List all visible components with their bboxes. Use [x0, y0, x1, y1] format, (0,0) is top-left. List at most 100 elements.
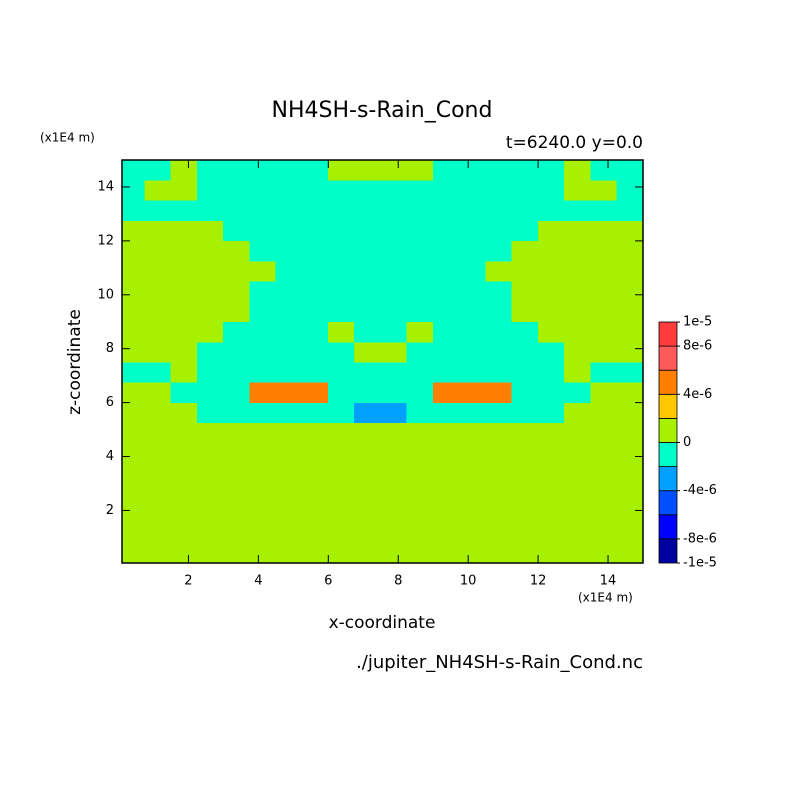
field-cell — [170, 260, 198, 282]
field — [122, 160, 643, 563]
field-cell — [537, 301, 565, 323]
field-cell — [249, 200, 277, 221]
field-cell — [144, 281, 172, 302]
field-cell — [196, 341, 224, 363]
field-cell — [354, 402, 382, 424]
field-cell — [249, 523, 277, 545]
field-cell — [170, 483, 198, 504]
x-tick-label: 10 — [460, 574, 477, 589]
field-cell — [223, 483, 250, 504]
field-cell — [616, 543, 643, 563]
field-cell — [459, 260, 486, 282]
field-cell — [275, 442, 303, 464]
field-cell — [354, 523, 382, 545]
colorbar-tick-label: 0 — [683, 435, 691, 450]
field-cell — [485, 543, 513, 563]
field-cell — [459, 543, 486, 563]
field-cell — [328, 422, 355, 444]
chart-subtitle: t=6240.0 y=0.0 — [506, 133, 643, 153]
y-tick-label: 12 — [97, 233, 114, 248]
field-cell — [564, 240, 591, 262]
field-cell — [511, 483, 539, 504]
field-cell — [590, 179, 618, 201]
field-cell — [485, 260, 513, 282]
field-cell — [144, 422, 172, 444]
field-cell — [406, 301, 434, 323]
field-cell — [432, 240, 460, 262]
field-cell — [380, 179, 408, 201]
field-cell — [537, 240, 565, 262]
field-cell — [328, 543, 355, 563]
field-cell — [380, 503, 408, 525]
field-cell — [590, 402, 618, 424]
field-cell — [196, 462, 224, 484]
y-tick-label: 2 — [106, 503, 114, 518]
field-cell — [616, 483, 643, 504]
field-cell — [223, 321, 250, 343]
field-cell — [170, 200, 198, 221]
field-cell — [432, 442, 460, 464]
field-cell — [432, 503, 460, 525]
field-cell — [122, 281, 146, 302]
field-cell — [196, 503, 224, 525]
field-cell — [432, 281, 460, 302]
field-cell — [616, 361, 643, 383]
field-cell — [380, 462, 408, 484]
field-cell — [196, 301, 224, 323]
colorbar-tick-label: 4e-6 — [683, 387, 712, 402]
field-cell — [249, 442, 277, 464]
chart-title: NH4SH-s-Rain_Cond — [272, 98, 493, 123]
field-cell — [511, 321, 539, 343]
field-cell — [122, 402, 146, 424]
field-cell — [354, 361, 382, 383]
field-cell — [170, 543, 198, 563]
field-cell — [432, 422, 460, 444]
field-cell — [328, 220, 355, 242]
field-cell — [122, 382, 146, 403]
field-cell — [590, 321, 618, 343]
field-cell — [223, 281, 250, 302]
field-cell — [537, 382, 565, 403]
field-cell — [564, 220, 591, 242]
field-cell — [564, 543, 591, 563]
field-cell — [406, 543, 434, 563]
field-cell — [380, 281, 408, 302]
field-cell — [275, 260, 303, 282]
field-cell — [537, 361, 565, 383]
field-cell — [406, 160, 434, 181]
field-cell — [616, 220, 643, 242]
field-cell — [170, 503, 198, 525]
field-cell — [275, 361, 303, 383]
field-cell — [170, 321, 198, 343]
field-cell — [196, 160, 224, 181]
field-cell — [354, 301, 382, 323]
field-cell — [537, 402, 565, 424]
field-cell — [590, 442, 618, 464]
field-cell — [144, 503, 172, 525]
field-cell — [328, 462, 355, 484]
field-cell — [275, 179, 303, 201]
field-cell — [354, 260, 382, 282]
field-cell — [406, 483, 434, 504]
field-cell — [564, 382, 591, 403]
field-cell — [275, 462, 303, 484]
field-cell — [616, 179, 643, 201]
field-cell — [223, 523, 250, 545]
field-cell — [459, 483, 486, 504]
field-cell — [432, 543, 460, 563]
field-cell — [275, 240, 303, 262]
field-cell — [380, 422, 408, 444]
field-cell — [432, 260, 460, 282]
field-cell — [616, 240, 643, 262]
field-cell — [275, 523, 303, 545]
field-cell — [590, 281, 618, 302]
field-cell — [223, 260, 250, 282]
field-cell — [249, 402, 277, 424]
field-cell — [275, 160, 303, 181]
field-cell — [196, 442, 224, 464]
field-cell — [459, 160, 486, 181]
field-cell — [144, 301, 172, 323]
field-cell — [511, 422, 539, 444]
field-cell — [406, 321, 434, 343]
field-cell — [144, 321, 172, 343]
